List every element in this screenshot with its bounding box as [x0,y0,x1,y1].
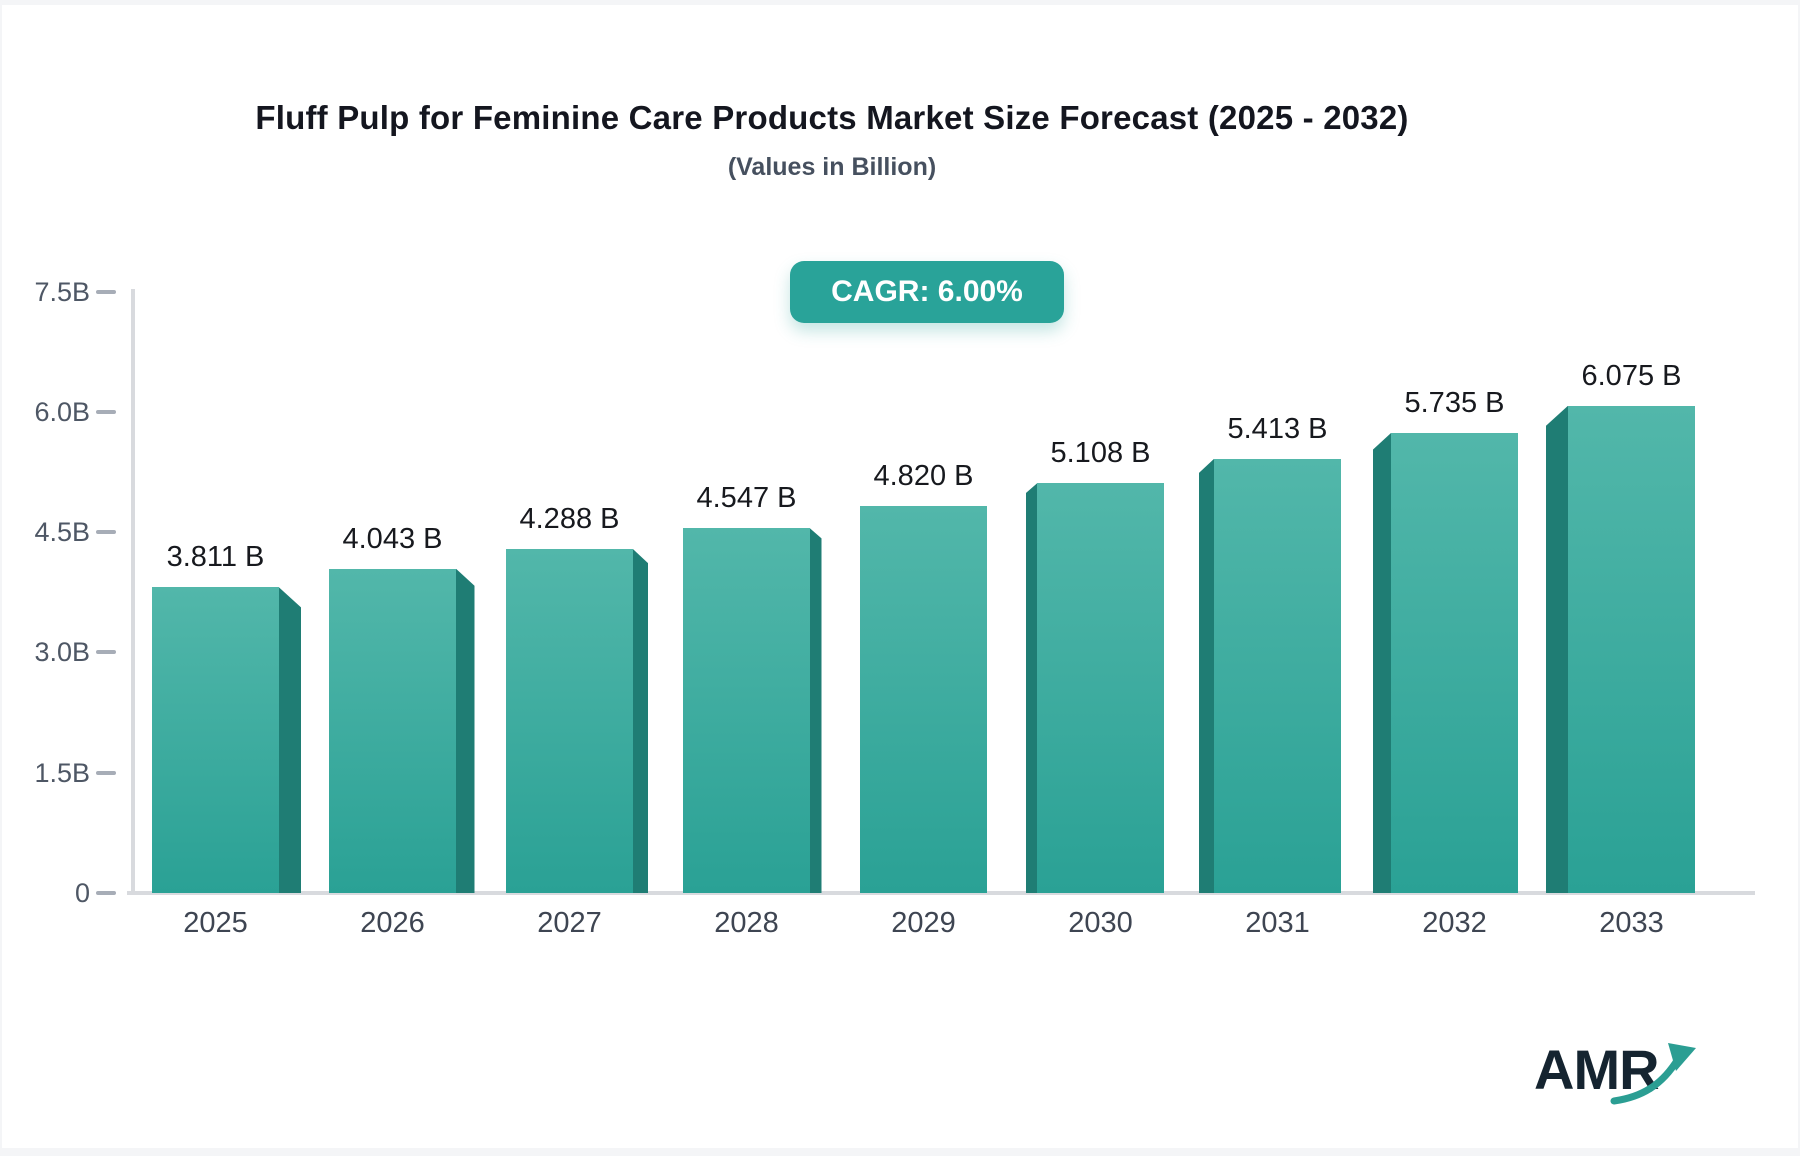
x-axis-label: 2026 [360,907,425,939]
x-axis-label: 2029 [891,907,956,939]
bar-side-face-2032 [1372,433,1391,893]
bar-value-label: 3.811 B [166,541,265,574]
y-axis-tick-mark [96,770,116,775]
x-axis-label: 2025 [183,907,248,939]
y-axis-tick-mark [96,289,116,294]
bar-2033 [1568,405,1695,893]
chart-subtitle: (Values in Billion) [727,153,937,181]
bar-value-label: 4.547 B [696,482,797,515]
x-axis-label: 2032 [1422,907,1487,939]
y-axis-tick-label: 3.0B [34,637,90,668]
bar-value-label: 6.075 B [1581,359,1682,392]
logo-arrow-icon [1610,1043,1696,1105]
bar-value-label: 5.735 B [1404,387,1505,420]
x-axis-label: 2030 [1068,907,1133,939]
x-axis-label: 2033 [1599,907,1664,939]
x-axis-label: 2028 [714,907,779,939]
y-axis-tick-label: 6.0B [34,396,90,427]
y-axis-tick-label: 0 [74,878,90,908]
y-axis-tick-label: 7.5B [34,276,90,307]
y-axis-tick-mark [96,891,116,895]
y-axis-tick-label: 4.5B [34,517,90,548]
bar-2025 [152,587,279,893]
brand-logo: AMR [1534,1037,1714,1117]
bar-value-label: 5.413 B [1227,412,1328,445]
bar-2030 [1037,483,1164,893]
cagr-badge: CAGR: 6.00% [790,261,1064,323]
bar-value-label: 4.043 B [342,522,443,555]
x-axis-line [127,891,1755,895]
bar-side-face-2030 [1025,483,1037,893]
y-axis-tick-mark [96,650,116,655]
bar-2032 [1391,433,1518,893]
bar-2026 [329,568,456,893]
bar-side-face-2033 [1546,405,1568,893]
bar-value-label: 4.820 B [873,460,974,493]
bar-side-face-2025 [279,587,301,893]
bar-side-face-2028 [810,528,822,893]
x-axis-label: 2031 [1245,907,1310,939]
logo-text: AMR [1534,1038,1660,1101]
bar-value-label: 4.288 B [519,503,620,536]
bar-value-label: 5.108 B [1050,437,1151,470]
bar-2029 [860,506,987,893]
page-title: Fluff Pulp for Feminine Care Products Ma… [255,99,1409,136]
bar-side-face-2026 [456,568,475,893]
bar-2027 [506,549,633,893]
bar-2031 [1214,458,1341,893]
bar-side-face-2027 [633,549,648,893]
bar-2028 [683,528,810,893]
y-axis-tick-label: 1.5B [34,757,90,788]
bar-side-face-2031 [1199,458,1214,893]
y-axis-tick-mark [96,530,116,535]
y-axis-tick-mark [96,409,116,414]
x-axis-label: 2027 [537,907,602,939]
y-axis-line [131,289,135,895]
